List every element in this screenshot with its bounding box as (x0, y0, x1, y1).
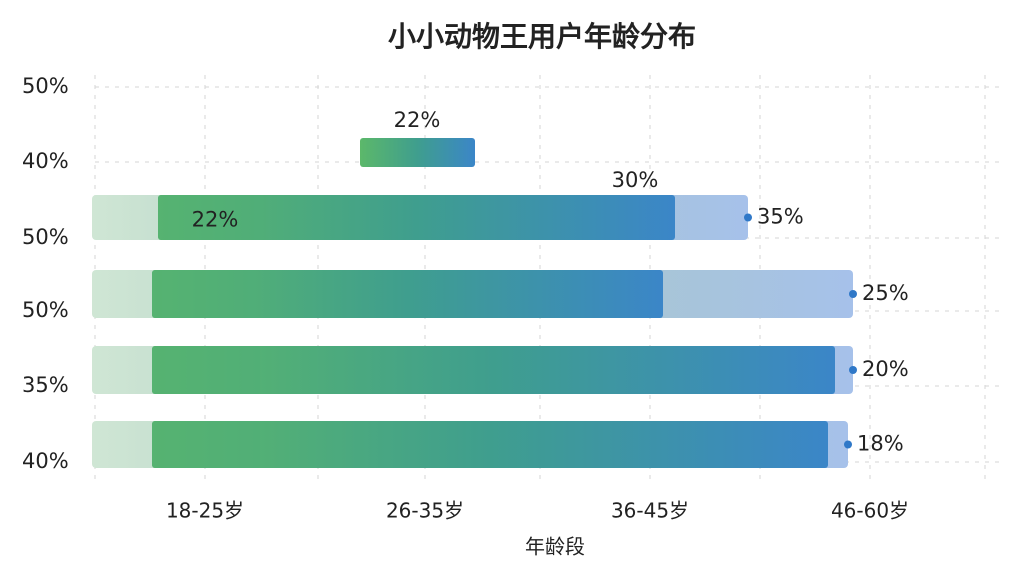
bar-end-label: 25% (862, 281, 909, 305)
bar (152, 346, 835, 394)
x-label: 26-35岁 (386, 499, 464, 523)
x-label: 18-25岁 (166, 499, 244, 523)
y-label: 50% (22, 225, 69, 249)
bar (152, 270, 663, 318)
bar-end-label: 20% (862, 357, 909, 381)
x-label: 46-60岁 (831, 499, 909, 523)
chart-title: 小小动物王用户年龄分布 (388, 20, 696, 53)
x-axis-title: 年龄段 (525, 535, 585, 559)
bar-end-label: 18% (857, 432, 904, 456)
bar (158, 195, 675, 240)
x-label: 36-45岁 (611, 499, 689, 523)
bar (152, 421, 828, 468)
bar-segment (152, 346, 260, 394)
floating-bar (360, 138, 475, 167)
bar-end-dot (849, 290, 857, 298)
y-label: 40% (22, 149, 69, 173)
bar-segment (152, 270, 260, 318)
bar-end-label: 35% (757, 205, 804, 229)
y-label: 50% (22, 298, 69, 322)
y-label: 40% (22, 449, 69, 473)
bar-end-dot (744, 213, 752, 222)
bar-segment (158, 195, 266, 240)
y-label: 50% (22, 74, 69, 98)
floating-bar-label: 22% (394, 108, 441, 132)
bar-inner-label: 22% (192, 208, 239, 232)
bar-end-dot (844, 440, 852, 449)
y-label: 35% (22, 373, 69, 397)
bar-top-label: 30% (612, 168, 659, 192)
bar-end-dot (849, 366, 857, 374)
bar-segment (152, 421, 260, 468)
